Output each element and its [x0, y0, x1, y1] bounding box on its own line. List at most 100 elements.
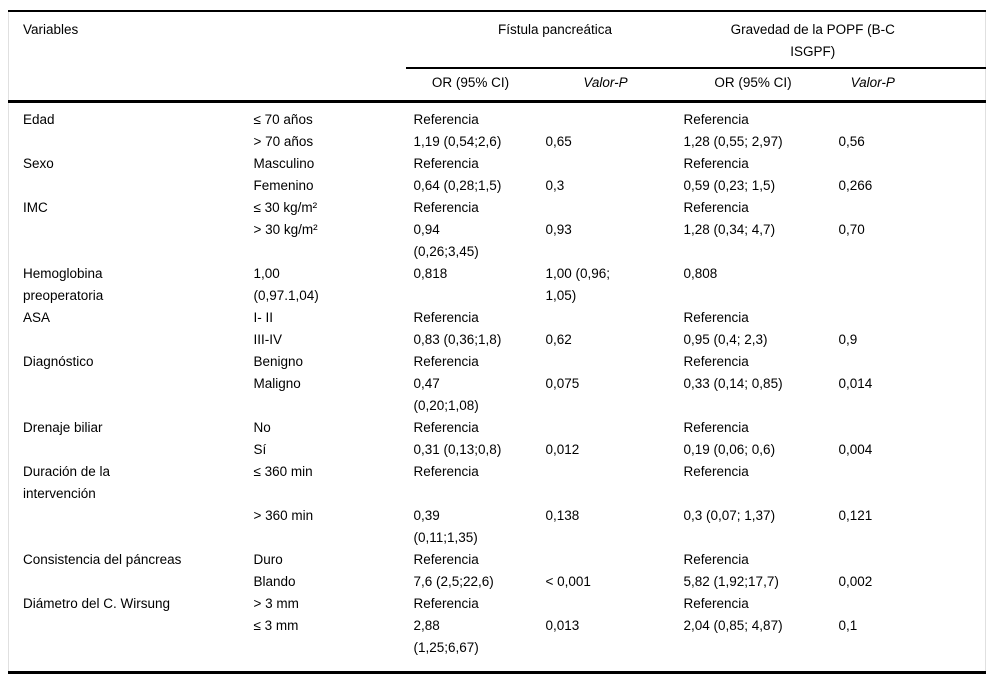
column-group-fistula-pancreatica: Fístula pancreática [405, 11, 676, 69]
table-row: ASA I- II Referencia Referencia [9, 307, 986, 329]
cell-p-fistula [536, 102, 676, 132]
cell-or-gravedad: 0,95 (0,4; 2,3) [683, 332, 768, 347]
cell-category: ≤ 30 kg/m² [253, 200, 318, 215]
table-row: Diagnóstico Benigno Referencia Referencia [9, 351, 986, 373]
cell-category: Benigno [253, 354, 304, 369]
column-header-or-fistula: OR (95% CI) [405, 68, 536, 103]
cell-category: > 30 kg/m² [253, 222, 318, 237]
cell-or-fistula: 0,818 [413, 266, 448, 281]
cell-or-gravedad: 2,04 (0,85; 4,87) [683, 618, 783, 633]
cell-or-gravedad: Referencia [683, 112, 749, 127]
cell-p-gravedad [831, 417, 986, 439]
cell-or-gravedad: 0,33 (0,14; 0,85) [683, 376, 783, 391]
cell-p-fistula [536, 417, 676, 439]
cell-variable: Edad [23, 112, 55, 127]
cell-or-fistula: 0,94 (0,26;3,45) [413, 222, 479, 259]
column-header-or-gravedad: OR (95% CI) [675, 68, 831, 103]
cell-variable: Diagnóstico [23, 354, 94, 369]
cell-category: Masculino [253, 156, 315, 171]
cell-or-gravedad: Referencia [683, 552, 749, 567]
cell-p-fistula: 0,075 [545, 376, 580, 391]
table-row: > 360 min 0,39 (0,11;1,35) 0,138 0,3 (0,07;… [9, 505, 986, 549]
cell-variable [9, 373, 254, 417]
cell-or-fistula: 7,6 (2,5;22,6) [413, 574, 494, 589]
cell-or-gravedad: Referencia [683, 596, 749, 611]
cell-p-fistula [536, 593, 676, 615]
cell-or-gravedad: 0,19 (0,06; 0,6) [683, 442, 776, 457]
cell-variable [9, 505, 254, 549]
cell-p-fistula: 0,62 [545, 332, 572, 347]
cell-p-gravedad [831, 307, 986, 329]
cell-p-fistula: 1,00 (0,96; 1,05) [545, 266, 611, 303]
cell-or-fistula: 0,64 (0,28;1,5) [413, 178, 502, 193]
cell-or-fistula: 0,39 (0,11;1,35) [413, 508, 478, 545]
table-row: > 30 kg/m² 0,94 (0,26;3,45) 0,93 1,28 (0,34… [9, 219, 986, 263]
cell-variable: Consistencia del páncreas [23, 552, 182, 567]
table-row: IMC ≤ 30 kg/m² Referencia Referencia [9, 197, 986, 219]
cell-category: ≤ 70 años [253, 112, 313, 127]
cell-or-fistula: Referencia [413, 200, 479, 215]
cell-variable [9, 571, 254, 593]
table-row: Blando 7,6 (2,5;22,6) < 0,001 5,82 (1,92;17… [9, 571, 986, 593]
cell-category: Duro [253, 552, 283, 567]
cell-variable [9, 329, 254, 351]
cell-p-fistula [536, 549, 676, 571]
cell-or-fistula: Referencia [413, 552, 479, 567]
cell-category: I- II [253, 310, 274, 325]
cell-p-gravedad: 0,266 [838, 178, 873, 193]
cell-or-fistula: Referencia [413, 310, 479, 325]
table-row: Drenaje biliar No Referencia Referencia [9, 417, 986, 439]
cell-p-fistula [536, 197, 676, 219]
cell-p-gravedad [831, 461, 986, 505]
cell-p-fistula: 0,93 [545, 222, 572, 237]
cell-p-fistula: 0,012 [545, 442, 580, 457]
cell-p-gravedad: 0,70 [838, 222, 865, 237]
cell-p-gravedad: 0,9 [838, 332, 858, 347]
table-header: Variables Fístula pancreática Gravedad d… [8, 11, 986, 103]
cell-p-gravedad: 0,121 [838, 508, 873, 523]
cell-variable [9, 615, 254, 673]
cell-or-fistula: 2,88 (1,25;6,67) [413, 618, 479, 655]
cell-or-gravedad: Referencia [683, 310, 749, 325]
cell-category: Femenino [253, 178, 314, 193]
table-row: III-IV 0,83 (0,36;1,8) 0,62 0,95 (0,4; 2,3)… [9, 329, 986, 351]
table-row: Hemoglobina preoperatoria 1,00 (0,97.1,04… [9, 263, 986, 307]
cell-category: 1,00 (0,97.1,04) [253, 266, 319, 303]
cell-category: > 360 min [253, 508, 314, 523]
cell-p-fistula: < 0,001 [545, 574, 591, 589]
cell-or-fistula: Referencia [413, 156, 479, 171]
cell-category: ≤ 3 mm [253, 618, 299, 633]
regression-results-table: Variables Fístula pancreática Gravedad d… [8, 10, 987, 674]
table-row: Femenino 0,64 (0,28;1,5) 0,3 0,59 (0,23; 1,… [9, 175, 986, 197]
column-group-gravedad-popf: Gravedad de la POPF (B-C ISGPF) [675, 11, 986, 69]
cell-p-gravedad: 0,1 [838, 618, 858, 633]
cell-p-gravedad: 0,56 [838, 134, 865, 149]
cell-variable: Drenaje biliar [23, 420, 103, 435]
cell-variable [9, 219, 254, 263]
cell-or-gravedad: Referencia [683, 420, 749, 435]
cell-category: Maligno [253, 376, 301, 391]
column-header-variables: Variables [8, 11, 406, 103]
cell-or-gravedad: 5,82 (1,92;17,7) [683, 574, 779, 589]
cell-variable [9, 439, 254, 461]
cell-p-fistula [536, 153, 676, 175]
cell-p-gravedad [831, 153, 986, 175]
cell-or-gravedad: 0,59 (0,23; 1,5) [683, 178, 776, 193]
sub-header-row: OR (95% CI) Valor-P OR (95% CI) Valor-P [9, 68, 986, 103]
cell-or-gravedad: Referencia [683, 464, 749, 479]
cell-variable: IMC [23, 200, 48, 215]
cell-p-fistula [536, 351, 676, 373]
cell-p-gravedad [831, 263, 986, 307]
table-row: Edad ≤ 70 años Referencia Referencia [9, 102, 986, 132]
cell-or-fistula: Referencia [413, 112, 479, 127]
cell-or-gravedad: Referencia [683, 200, 749, 215]
cell-or-gravedad: 1,28 (0,55; 2,97) [683, 134, 783, 149]
cell-p-gravedad: 0,004 [838, 442, 873, 457]
cell-p-gravedad: 0,002 [838, 574, 873, 589]
cell-or-gravedad: Referencia [683, 354, 749, 369]
cell-or-fistula: 0,83 (0,36;1,8) [413, 332, 502, 347]
cell-p-fistula: 0,138 [545, 508, 580, 523]
cell-p-gravedad [831, 549, 986, 571]
cell-or-fistula: Referencia [413, 596, 479, 611]
cell-variable: Diámetro del C. Wirsung [23, 596, 171, 611]
